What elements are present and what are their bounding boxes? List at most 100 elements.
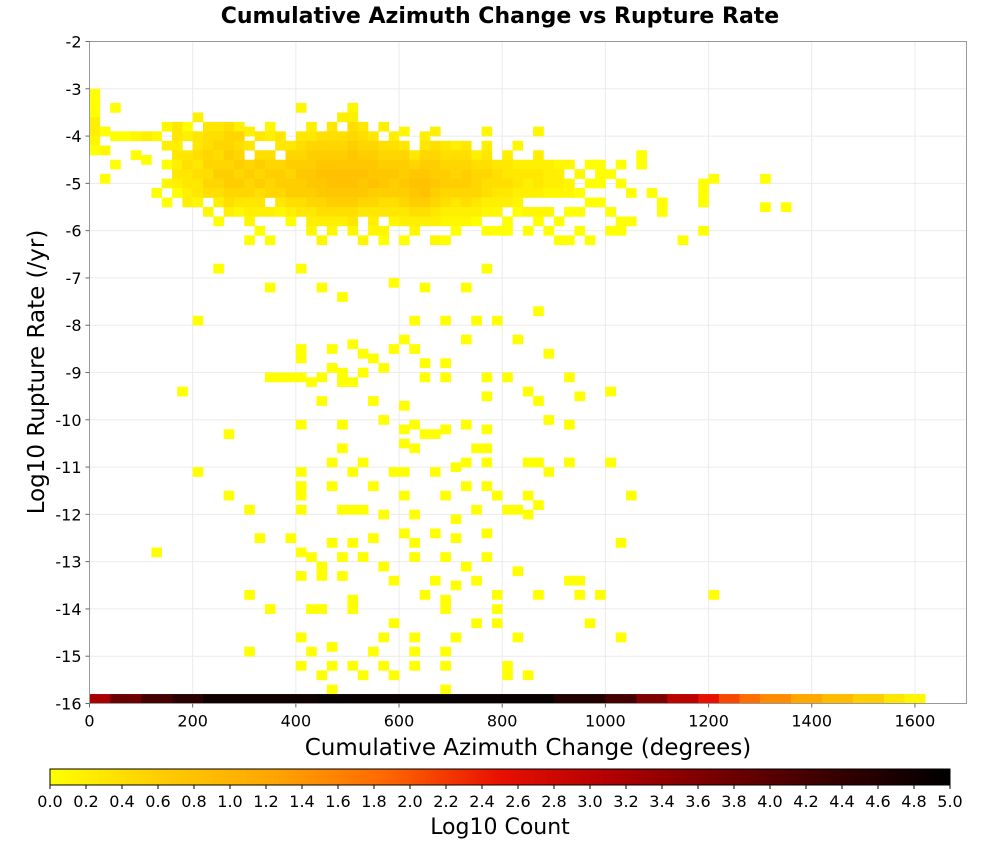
- heatmap-cell: [522, 490, 534, 501]
- heatmap-cell: [347, 188, 359, 198]
- heatmap-cell: [213, 188, 224, 198]
- heatmap-cell: [177, 386, 188, 397]
- heatmap-cell: [595, 178, 606, 189]
- heatmap-cell: [275, 140, 286, 151]
- colorbar-tick-label: 4.4: [829, 792, 854, 811]
- heatmap-cell: [440, 684, 451, 695]
- heatmap-cell: [399, 150, 410, 161]
- heatmap-cell: [522, 386, 534, 397]
- y-tick-label: -16: [55, 695, 81, 714]
- heatmap-cell: [429, 197, 441, 208]
- heatmap-cell: [419, 159, 431, 170]
- heatmap-cell: [419, 150, 431, 161]
- heatmap-cell: [429, 159, 441, 170]
- heatmap-cell: [89, 98, 101, 108]
- y-axis-ticks: -2 -3 -4 -5 -6 -7 -8 -9 -10 -11 -12 -13 -14 -15 -16: [55, 33, 90, 714]
- heatmap-cell: [543, 188, 555, 198]
- heatmap-cell: [306, 159, 317, 170]
- heatmap-cell: [471, 575, 482, 586]
- heatmap-cell: [460, 207, 472, 217]
- heatmap-cell: [399, 438, 410, 449]
- heatmap-cell: [481, 197, 493, 208]
- heatmap-cell: [584, 159, 596, 170]
- heatmap-cell: [306, 140, 317, 151]
- colorbar-tick-label: 5.0: [937, 792, 962, 811]
- heatmap-cell: [378, 632, 390, 643]
- heatmap-cell: [481, 207, 493, 217]
- heatmap-cell: [192, 150, 204, 161]
- heatmap-cell: [316, 396, 328, 406]
- heatmap-cell: [429, 467, 441, 477]
- heatmap-cell: [295, 467, 307, 477]
- heatmap-cell: [202, 207, 214, 217]
- heatmap-cell: [481, 391, 493, 402]
- heatmap-cell: [295, 102, 307, 113]
- heatmap-cell: [502, 178, 513, 189]
- heatmap-cell: [419, 169, 431, 179]
- heatmap-cell: [481, 263, 493, 274]
- heatmap-cell: [368, 131, 379, 142]
- heatmap-cell: [316, 372, 328, 383]
- heatmap-cell: [564, 575, 575, 586]
- heatmap-cell: [708, 590, 720, 600]
- heatmap-cell: [605, 386, 616, 397]
- heatmap-cell: [409, 315, 420, 326]
- heatmap-cell: [460, 419, 472, 430]
- heatmap-cell: [378, 363, 390, 373]
- heatmap-cell: [698, 188, 709, 198]
- heatmap-cell: [656, 197, 668, 208]
- heatmap-cell: [883, 694, 905, 704]
- heatmap-cell: [440, 188, 451, 198]
- heatmap-cell: [326, 178, 338, 189]
- heatmap-cell: [450, 150, 462, 161]
- heatmap-cell: [460, 481, 472, 492]
- heatmap-cell: [337, 207, 348, 217]
- heatmap-cell: [605, 457, 616, 468]
- heatmap-cell: [491, 225, 503, 236]
- heatmap-cell: [244, 159, 255, 170]
- heatmap-cell: [295, 353, 307, 364]
- heatmap-cell: [409, 552, 420, 562]
- heatmap-cell: [399, 178, 410, 189]
- heatmap-cell: [388, 618, 400, 629]
- heatmap-cell: [574, 391, 586, 402]
- y-tick-label: -9: [66, 364, 82, 383]
- heatmap-cell: [254, 197, 266, 208]
- heatmap-cell: [491, 188, 503, 198]
- heatmap-cell: [481, 150, 493, 161]
- heatmap-cell: [316, 694, 555, 704]
- heatmap-cell: [522, 509, 534, 520]
- heatmap-cell: [429, 207, 441, 217]
- heatmap-cell: [264, 207, 276, 217]
- heatmap-cell: [306, 197, 317, 208]
- heatmap-cell: [141, 694, 173, 704]
- heatmap-cell: [553, 235, 565, 246]
- heatmap-cell: [347, 660, 359, 671]
- heatmap-cell: [244, 504, 255, 515]
- heatmap-cell: [326, 121, 338, 132]
- heatmap-cell: [564, 235, 575, 246]
- heatmap-cell: [429, 140, 441, 151]
- heatmap-cell: [151, 188, 163, 198]
- heatmap-cell: [502, 504, 513, 515]
- heatmap-cell: [172, 169, 183, 179]
- heatmap-cell: [429, 188, 441, 198]
- heatmap-cell: [450, 632, 462, 643]
- heatmap-cell: [254, 169, 266, 179]
- heatmap-cell: [285, 216, 297, 227]
- heatmap-cell: [213, 169, 224, 179]
- heatmap-cell: [264, 150, 276, 161]
- heatmap-cell: [264, 169, 276, 179]
- heatmap-cell: [399, 140, 410, 151]
- heatmap-cell: [285, 188, 297, 198]
- heatmap-cell: [326, 188, 338, 198]
- heatmap-cell: [471, 169, 482, 179]
- y-tick-label: -11: [55, 458, 81, 477]
- heatmap-cell: [316, 188, 328, 198]
- heatmap-cell: [295, 131, 307, 142]
- heatmap-cell: [522, 225, 534, 236]
- heatmap-cell: [285, 207, 297, 217]
- heatmap-cell: [409, 509, 420, 520]
- heatmap-cell: [440, 424, 451, 435]
- heatmap-cell: [522, 457, 534, 468]
